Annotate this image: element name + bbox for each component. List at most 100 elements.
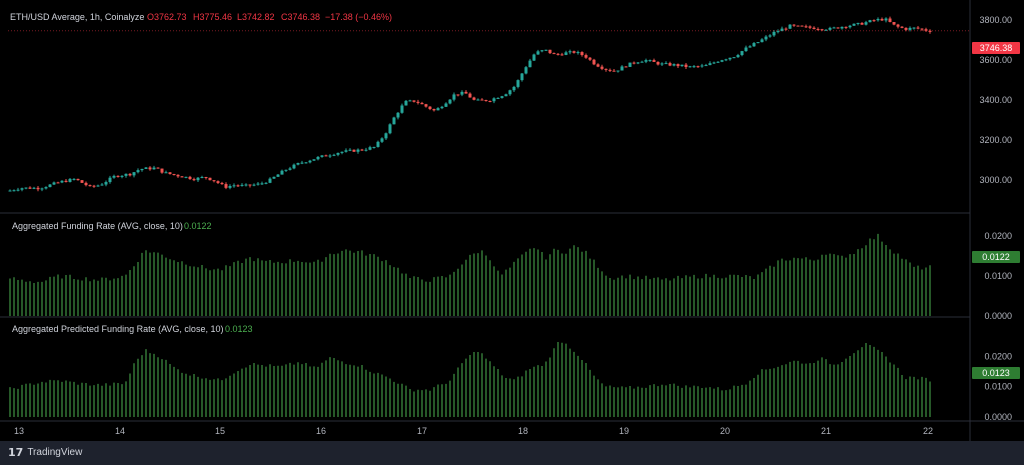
candle-body: [628, 62, 632, 67]
candle-body: [544, 49, 548, 51]
candle-body: [640, 61, 644, 63]
candle-body: [152, 167, 156, 170]
candle-body: [104, 182, 108, 185]
candle-body: [112, 175, 116, 178]
candle-body: [224, 184, 228, 188]
candle-body: [768, 35, 772, 37]
candle-body: [200, 176, 204, 178]
candle-body: [616, 70, 620, 72]
candle-body: [812, 27, 816, 30]
candle-body: [480, 99, 484, 101]
candle-body: [168, 172, 172, 175]
candle-body: [184, 176, 188, 178]
candle-body: [764, 36, 768, 40]
candle-body: [532, 54, 536, 61]
candle-body: [700, 65, 704, 67]
candle-body: [404, 100, 408, 106]
candle-body: [780, 28, 784, 32]
candle-body: [316, 156, 320, 160]
candle-body: [156, 167, 160, 169]
candle-body: [8, 190, 12, 192]
candle-body: [848, 25, 852, 28]
candle-body: [560, 54, 564, 56]
candle-body: [76, 178, 80, 181]
candle-body: [344, 150, 348, 152]
candle-body: [356, 149, 360, 152]
candle-body: [708, 63, 712, 66]
candle-body: [652, 60, 656, 62]
candle-body: [376, 141, 380, 147]
candle-body: [32, 187, 36, 189]
ohlc-low: L3742.82: [237, 12, 275, 22]
predicted-funding-axis-tick: 0.0200: [984, 351, 1012, 361]
candle-body: [672, 64, 676, 66]
candle-body: [68, 178, 72, 182]
candle-body: [368, 147, 372, 150]
time-axis-tick: 19: [619, 426, 629, 436]
candle-body: [468, 93, 472, 98]
candle-body: [524, 67, 528, 74]
time-axis-tick: 13: [14, 426, 24, 436]
candle-body: [576, 52, 580, 54]
candle-body: [244, 184, 248, 186]
candle-body: [604, 68, 608, 70]
candle-body: [440, 106, 444, 109]
candle-body: [912, 27, 916, 29]
candle-body: [164, 172, 168, 174]
candle-body: [856, 22, 860, 24]
candle-body: [300, 162, 304, 164]
candle-body: [556, 53, 560, 55]
candle-body: [456, 94, 460, 96]
candle-body: [348, 149, 352, 151]
candle-body: [88, 185, 92, 187]
candle-body: [868, 20, 872, 23]
candle-body: [684, 64, 688, 67]
funding-axis-tick: 0.0000: [984, 311, 1012, 321]
candle-body: [128, 173, 132, 176]
price-axis-tick: 3000.00: [979, 175, 1012, 185]
candle-body: [680, 64, 684, 67]
candle-body: [704, 65, 708, 67]
candle-body: [328, 155, 332, 157]
candle-body: [564, 52, 568, 55]
candle-body: [464, 91, 468, 94]
candle-body: [520, 73, 524, 81]
time-axis-tick: 18: [518, 426, 528, 436]
candle-body: [660, 63, 664, 65]
candle-body: [108, 177, 112, 183]
candle-body: [216, 181, 220, 183]
candle-body: [24, 187, 28, 189]
candle-body: [908, 27, 912, 30]
candle-body: [384, 133, 388, 139]
price-axis-tick: 3600.00: [979, 55, 1012, 65]
candle-body: [552, 53, 556, 55]
candle-body: [60, 180, 64, 183]
candle-body: [732, 57, 736, 59]
candle-body: [484, 100, 488, 102]
candle-body: [144, 167, 148, 169]
last-price-badge: 3746.38: [972, 42, 1020, 54]
candle-body: [832, 27, 836, 29]
candle-body: [248, 184, 252, 186]
candle-body: [504, 94, 508, 97]
candle-body: [592, 59, 596, 65]
candle-body: [84, 182, 88, 186]
candle-body: [648, 60, 652, 62]
candle-body: [268, 178, 272, 183]
price-change: −17.38 (−0.46%): [325, 12, 393, 22]
candle-body: [920, 28, 924, 30]
candle-body: [180, 176, 184, 178]
tradingview-brand[interactable]: 17 TradingView: [8, 446, 82, 459]
candle-body: [420, 102, 424, 105]
candle-body: [792, 24, 796, 26]
candle-body: [492, 98, 496, 102]
candle-body: [12, 190, 16, 192]
candle-body: [668, 63, 672, 66]
candle-body: [400, 105, 404, 113]
candle-body: [904, 27, 908, 30]
candle-body: [176, 174, 180, 177]
price-axis-tick: 3200.00: [979, 135, 1012, 145]
candle-body: [340, 151, 344, 153]
candle-body: [636, 62, 640, 64]
